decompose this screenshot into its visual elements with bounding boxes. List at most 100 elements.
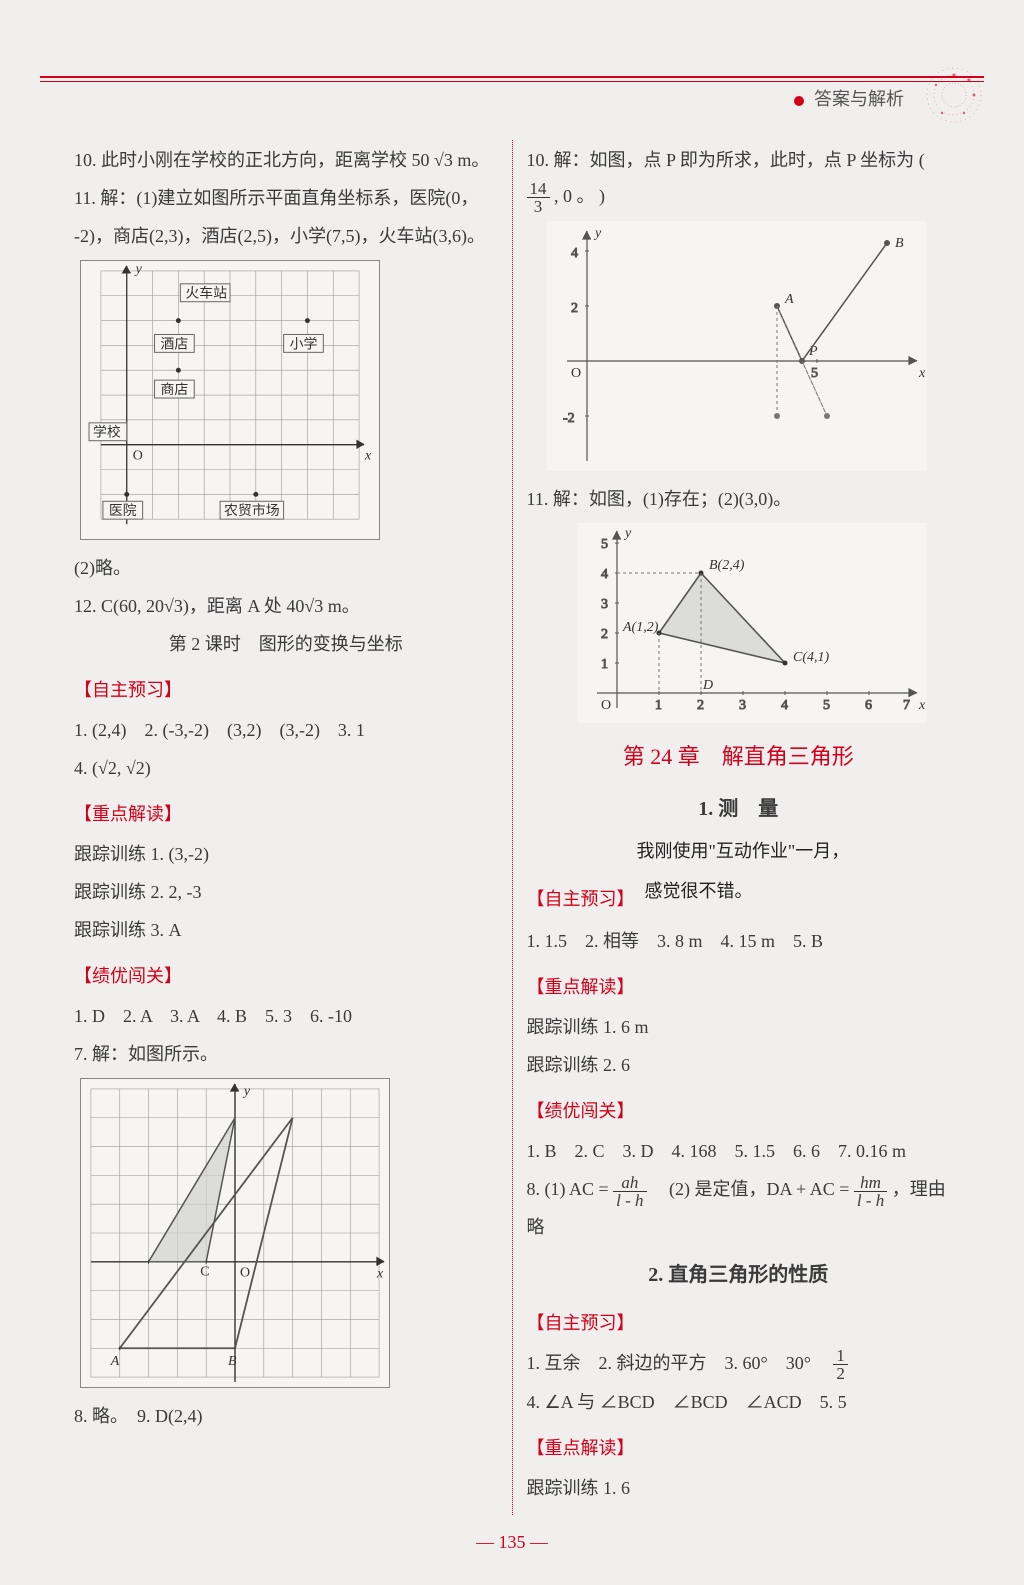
- q7: 7. 解：如图所示。: [74, 1036, 498, 1072]
- fig-point-p: O x y 4 2 -2 5 A B P: [547, 221, 927, 471]
- r10: 10. 解：如图，点 P 即为所求，此时，点 P 坐标为 ( 14 3 , 0 …: [527, 142, 951, 215]
- svg-text:5: 5: [601, 537, 608, 552]
- frac-14-3: 14 3: [527, 180, 550, 215]
- s1: 1. (2,4) 2. (-3,-2) (3,2) (3,-2) 3. 1: [74, 712, 498, 748]
- svg-text:y: y: [134, 262, 143, 277]
- svg-text:火车站: 火车站: [185, 285, 227, 302]
- svg-text:5: 5: [811, 366, 818, 381]
- svg-text:4: 4: [571, 246, 578, 261]
- svg-text:C: C: [200, 1265, 209, 1280]
- header-text: 答案与解析: [814, 89, 904, 109]
- svg-text:7: 7: [903, 698, 910, 713]
- frac-ah: ah l - h: [613, 1174, 646, 1209]
- track-r2: 跟踪训练 2. 6: [527, 1047, 951, 1083]
- svg-text:A(1,2): A(1,2): [622, 620, 659, 635]
- svg-text:4: 4: [601, 567, 608, 582]
- svg-text:2: 2: [601, 627, 608, 642]
- section-jiyou1: 【绩优闯关】: [74, 958, 498, 994]
- svg-text:2: 2: [697, 698, 704, 713]
- svg-text:O: O: [133, 449, 143, 464]
- svg-text:医院: 医院: [109, 503, 137, 519]
- j1: 1. D 2. A 3. A 4. B 5. 3 6. -10: [74, 998, 498, 1034]
- r10-tail: , 0 。: [554, 186, 595, 206]
- s2-1: 1. 1.5 2. 相等 3. 8 m 4. 15 m 5. B: [527, 923, 951, 959]
- svg-text:x: x: [918, 366, 926, 381]
- q11c: (2)略。: [74, 550, 498, 586]
- subtitle-1: 1. 测 量: [527, 789, 951, 829]
- r10-text: 10. 解：如图，点 P 即为所求，此时，点 P 坐标为: [527, 150, 915, 170]
- svg-text:y: y: [242, 1084, 251, 1099]
- s3-1a: 1. 互余 2. 斜边的平方 3. 60° 30°: [527, 1353, 829, 1373]
- frac-hm: hm l - h: [854, 1174, 887, 1209]
- s3-4: 4. ∠A 与 ∠BCD ∠BCD ∠ACD 5. 5: [527, 1384, 951, 1420]
- q11a: 11. 解：(1)建立如图所示平面直角坐标系，医院(0，: [74, 180, 498, 216]
- fig-grid-map: O x y 火车站 酒店 小学 商店 学校 医院 农贸市场: [80, 260, 380, 540]
- svg-text:y: y: [623, 526, 632, 541]
- svg-text:1: 1: [601, 657, 608, 672]
- svg-text:4: 4: [781, 698, 788, 713]
- s3-1: 1. 互余 2. 斜边的平方 3. 60° 30° 1 2: [527, 1345, 951, 1382]
- track-r1: 跟踪训练 1. 6 m: [527, 1009, 951, 1045]
- svg-text:D: D: [702, 678, 713, 693]
- section-jiyou2: 【绩优闯关】: [527, 1093, 951, 1129]
- svg-text:A: A: [110, 1354, 120, 1369]
- svg-text:A: A: [784, 292, 794, 307]
- svg-text:x: x: [364, 449, 372, 464]
- svg-text:6: 6: [865, 698, 872, 713]
- svg-text:B: B: [228, 1354, 237, 1369]
- svg-text:3: 3: [739, 698, 746, 713]
- track3: 跟踪训练 3. A: [74, 912, 498, 948]
- handwriting-1: 我刚使用"互动作业"一月，: [637, 833, 951, 869]
- svg-text:O: O: [571, 366, 581, 381]
- lparen: (: [919, 150, 925, 170]
- svg-text:学校: 学校: [93, 424, 121, 441]
- section-self1: 【自主预习】: [74, 672, 498, 708]
- q8-9: 8. 略。 9. D(2,4): [74, 1398, 498, 1434]
- svg-text:C(4,1): C(4,1): [793, 650, 830, 665]
- svg-text:5: 5: [823, 698, 830, 713]
- section-key1: 【重点解读】: [74, 796, 498, 832]
- handwriting-2: 感觉很不错。: [645, 873, 753, 919]
- track2: 跟踪训练 2. 2, -3: [74, 874, 498, 910]
- subtitle-2: 2. 直角三角形的性质: [527, 1255, 951, 1295]
- section-key2: 【重点解读】: [527, 969, 951, 1005]
- fig-triangles: O x y C A B: [80, 1078, 390, 1388]
- right-column: 10. 解：如图，点 P 即为所求，此时，点 P 坐标为 ( 14 3 , 0 …: [513, 140, 965, 1515]
- q12: 12. C(60, 20√3)，距离 A 处 40√3 m。: [74, 588, 498, 624]
- svg-text:-2: -2: [563, 411, 575, 426]
- svg-text:y: y: [593, 226, 602, 241]
- red-dot-icon: [794, 96, 804, 106]
- j2-8b: (2) 是定值，DA + AC =: [651, 1179, 854, 1199]
- svg-text:1: 1: [655, 698, 662, 713]
- q11b: -2)，商店(2,3)，酒店(2,5)，小学(7,5)，火车站(3,6)。: [74, 218, 498, 254]
- svg-text:O: O: [601, 698, 611, 713]
- j2-1: 1. B 2. C 3. D 4. 168 5. 1.5 6. 6 7. 0.1…: [527, 1133, 951, 1169]
- left-column: 10. 此时小刚在学校的正北方向，距离学校 50 √3 m。 11. 解：(1)…: [60, 140, 513, 1515]
- header-label: 答案与解析: [794, 85, 905, 111]
- header-rule: [40, 76, 984, 82]
- chapter-24: 第 24 章 解直角三角形: [527, 735, 951, 779]
- svg-text:农贸市场: 农贸市场: [224, 502, 280, 519]
- track1: 跟踪训练 1. (3,-2): [74, 836, 498, 872]
- r11: 11. 解：如图，(1)存在；(2)(3,0)。: [527, 481, 951, 517]
- svg-text:3: 3: [601, 597, 608, 612]
- content-columns: 10. 此时小刚在学校的正北方向，距离学校 50 √3 m。 11. 解：(1)…: [60, 140, 964, 1515]
- fig-triangle-abc: O x y 1 2 3 4 5 1 2 3 4 5 6 7 A(1,2) B(2…: [577, 523, 927, 723]
- svg-text:B: B: [895, 236, 904, 251]
- j2-8: 8. (1) AC = ah l - h (2) 是定值，DA + AC = h…: [527, 1171, 951, 1244]
- svg-text:x: x: [918, 698, 926, 713]
- decor-dots-icon: [924, 65, 984, 125]
- rparen: ): [599, 186, 605, 206]
- svg-text:B(2,4): B(2,4): [709, 558, 745, 573]
- svg-text:2: 2: [571, 301, 578, 316]
- page-number: — 135 —: [0, 1532, 1024, 1553]
- track-r3: 跟踪训练 1. 6: [527, 1470, 951, 1506]
- s1-4: 4. (√2, √2): [74, 750, 498, 786]
- svg-text:x: x: [376, 1267, 384, 1282]
- svg-text:酒店: 酒店: [161, 336, 189, 352]
- svg-text:商店: 商店: [161, 382, 189, 398]
- lesson-title: 第 2 课时 图形的变换与坐标: [74, 626, 498, 662]
- self2-row: 【自主预习】 感觉很不错。: [527, 871, 951, 921]
- j2-8a: 8. (1) AC =: [527, 1179, 614, 1199]
- section-self2: 【自主预习】: [527, 881, 635, 917]
